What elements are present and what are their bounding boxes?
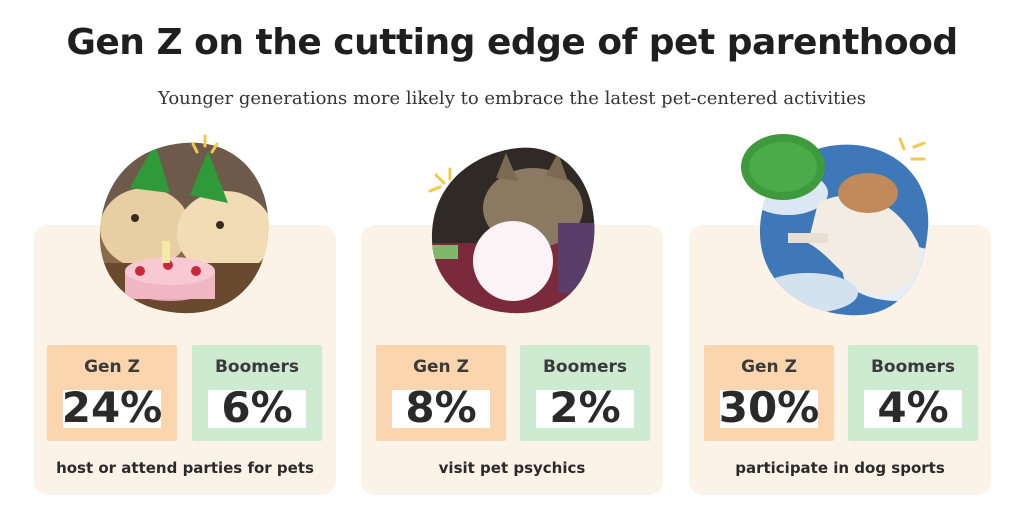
genz-stat: Gen Z 30% [704,345,834,441]
value-box [392,390,490,428]
genz-stat: Gen Z 24% [47,345,177,441]
boomers-label: Boomers [870,357,956,377]
sparkle-icon [892,133,932,173]
boomers-value: 4% [877,383,949,432]
genz-label: Gen Z [413,357,469,377]
value-box [536,390,634,428]
boomers-stat: Boomers 4% [848,345,978,441]
genz-label: Gen Z [84,357,140,377]
boomers-label: Boomers [214,357,300,377]
boomers-stat: Boomers 6% [192,345,322,441]
value-box [720,390,818,428]
value-box [208,390,306,428]
genz-stat: Gen Z 8% [376,345,506,441]
sparkle-icon [185,130,225,170]
boomers-value: 2% [549,383,621,432]
dogs-birthday-cake-icon [90,133,280,323]
panel-caption: visit pet psychics [438,459,586,477]
stat-panel-dog-sports: Gen Z 30% Boomers 4% participate in dog … [689,225,991,495]
boomers-stat: Boomers 2% [520,345,650,441]
value-box [864,390,962,428]
page-subtitle: Younger generations more likely to embra… [158,88,866,109]
value-box [63,390,161,428]
frisbee-icon [741,134,825,200]
panel-caption: participate in dog sports [735,459,945,477]
boomers-value: 6% [221,383,293,432]
cat-crystal-ball-icon [418,133,608,323]
sparkle-icon [424,165,464,205]
panel-caption: host or attend parties for pets [56,459,314,477]
genz-value: 8% [405,383,477,432]
genz-label: Gen Z [741,357,797,377]
boomers-label: Boomers [542,357,628,377]
page-title: Gen Z on the cutting edge of pet parenth… [66,22,958,63]
genz-value: 30% [718,383,820,432]
genz-value: 24% [61,383,163,432]
